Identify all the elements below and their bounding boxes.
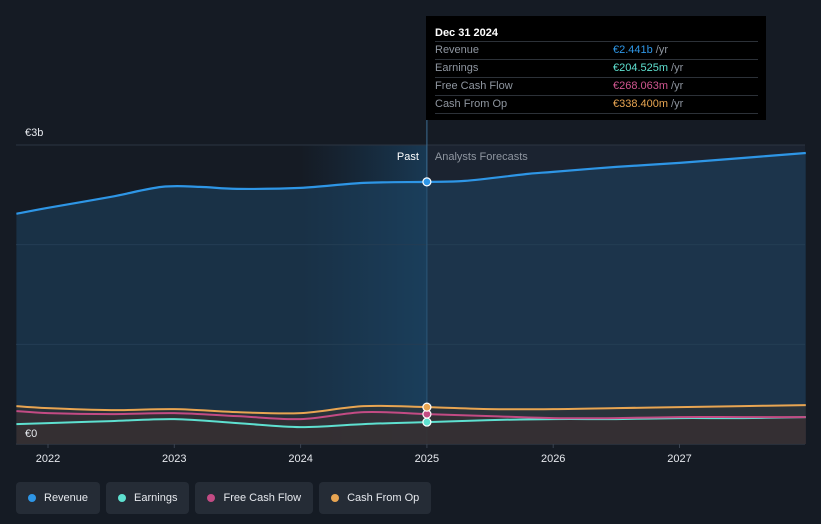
earnings-dot-icon (118, 494, 127, 502)
earnings-marker (422, 417, 432, 427)
y-axis-max-label: €3b (25, 127, 43, 139)
revenue-area (16, 153, 806, 444)
tooltip-unit: /yr (671, 62, 684, 74)
tooltip-value: €2.441b (613, 44, 653, 56)
tooltip-row-earnings: Earnings €204.525m /yr (435, 60, 758, 78)
tooltip-value: €338.400m (613, 98, 669, 110)
free-cash-flow-line (16, 410, 806, 421)
tooltip-label: Free Cash Flow (435, 80, 513, 92)
revenue-line (16, 151, 806, 215)
x-tick-label: 2022 (36, 453, 60, 465)
tooltip-label: Revenue (435, 44, 480, 56)
cash-from-op-marker (422, 402, 432, 412)
x-tick-label: 2025 (415, 453, 439, 465)
past-label: Past (397, 151, 419, 163)
legend-item-free-cash-flow[interactable]: Free Cash Flow (195, 482, 314, 514)
chart-legend: Revenue Earnings Free Cash Flow Cash Fro… (16, 482, 432, 514)
tooltip-row-free-cash-flow: Free Cash Flow €268.063m /yr (435, 78, 758, 96)
legend-label: Revenue (44, 492, 89, 504)
legend-label: Free Cash Flow (223, 492, 302, 504)
legend-item-earnings[interactable]: Earnings (106, 482, 190, 514)
revenue-marker (422, 177, 432, 187)
x-tick-label: 2024 (288, 453, 312, 465)
legend-item-revenue[interactable]: Revenue (16, 482, 101, 514)
x-tick-label: 2023 (162, 453, 186, 465)
data-tooltip: Dec 31 2024 Revenue €2.441b /yr Earnings… (426, 16, 766, 120)
tooltip-label: Earnings (435, 62, 479, 74)
tooltip-value: €204.525m (613, 62, 669, 74)
cash-from-op-dot-icon (331, 494, 340, 502)
tooltip-date: Dec 31 2024 (435, 25, 758, 42)
tooltip-row-cash-from-op: Cash From Op €338.400m /yr (435, 96, 758, 114)
tooltip-unit: /yr (671, 98, 684, 110)
legend-item-cash-from-op[interactable]: Cash From Op (319, 482, 432, 514)
y-axis-min-label: €0 (25, 428, 37, 440)
free-cash-flow-dot-icon (207, 494, 216, 502)
tooltip-row-revenue: Revenue €2.441b /yr (435, 42, 758, 60)
legend-label: Earnings (134, 492, 178, 504)
x-tick-label: 2026 (541, 453, 565, 465)
forecast-label: Analysts Forecasts (435, 151, 528, 163)
cash-from-op-area (16, 405, 806, 444)
revenue-dot-icon (28, 494, 36, 502)
tooltip-label: Cash From Op (435, 98, 508, 110)
legend-label: Cash From Op (347, 492, 420, 504)
tooltip-unit: /yr (671, 80, 684, 92)
x-tick-label: 2027 (667, 453, 691, 465)
tooltip-value: €268.063m (613, 80, 669, 92)
tooltip-unit: /yr (655, 44, 668, 56)
cash-from-op-line (16, 404, 806, 415)
